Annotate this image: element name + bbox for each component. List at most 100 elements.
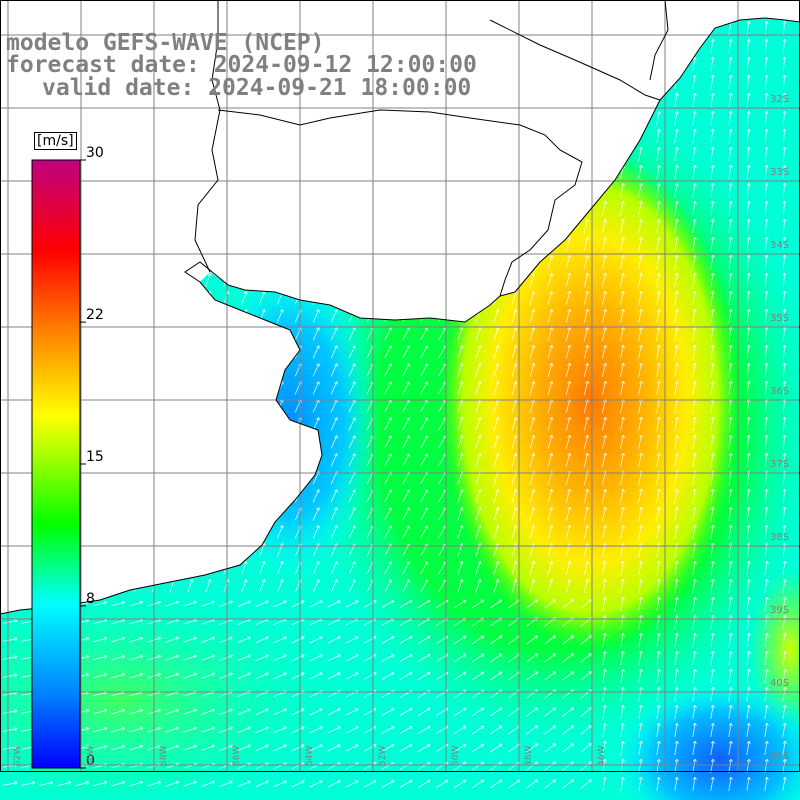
wind-arrow <box>457 453 464 467</box>
wind-arrow <box>728 200 733 215</box>
wind-arrow <box>490 779 503 789</box>
wind-arrow <box>728 488 733 503</box>
wind-arrow <box>291 708 305 716</box>
wind-arrow <box>3 727 18 732</box>
wind-arrow <box>493 560 500 575</box>
wind-arrow <box>547 381 554 395</box>
wind-arrow <box>782 272 787 288</box>
wind-arrow <box>201 780 215 787</box>
wind-arrow <box>674 236 679 251</box>
wind-arrow <box>187 579 194 593</box>
wind-arrow <box>656 704 661 719</box>
wind-arrow <box>583 272 590 287</box>
wind-arrow <box>384 435 392 449</box>
latitude-label: 39S <box>770 605 790 616</box>
wind-arrow <box>764 686 769 701</box>
wind-arrow <box>21 781 36 786</box>
wind-arrow <box>237 708 251 715</box>
wind-arrow <box>692 290 697 305</box>
wind-arrow <box>399 600 413 608</box>
wind-arrow <box>782 686 787 701</box>
wind-arrow <box>201 672 215 679</box>
wind-arrow <box>129 672 143 679</box>
wind-arrow <box>399 726 413 734</box>
wind-arrow <box>764 632 769 647</box>
wind-arrow <box>529 344 536 359</box>
wind-arrow <box>602 560 607 575</box>
wind-arrow <box>562 653 574 663</box>
wind-arrow <box>345 600 359 608</box>
wind-arrow <box>692 614 697 629</box>
wind-arrow <box>93 726 108 733</box>
wind-arrow <box>746 200 751 215</box>
wind-arrow <box>420 345 428 359</box>
latitude-label: 40S <box>770 678 790 689</box>
wind-arrow <box>620 506 625 521</box>
wind-arrow <box>255 744 269 752</box>
wind-arrow <box>656 668 661 683</box>
wind-arrow <box>475 327 482 341</box>
wind-arrow <box>656 524 661 539</box>
wind-arrow <box>417 779 431 788</box>
wind-arrow <box>111 708 125 715</box>
wind-arrow <box>728 254 733 269</box>
wind-arrow <box>402 435 410 449</box>
wind-arrow <box>692 128 697 143</box>
wind-arrow <box>493 380 500 395</box>
wind-arrow <box>547 489 554 503</box>
wind-arrow <box>453 761 467 771</box>
wind-arrow <box>638 722 643 737</box>
wind-arrow <box>674 560 679 575</box>
wind-arrow <box>475 507 482 521</box>
wind-arrow <box>547 453 554 467</box>
wind-arrow <box>384 561 392 575</box>
wind-arrow <box>674 524 679 539</box>
wind-arrow <box>493 416 500 431</box>
wind-arrow <box>583 452 590 467</box>
wind-arrow <box>183 636 197 643</box>
wind-arrow <box>728 614 733 629</box>
wind-arrow <box>327 708 341 716</box>
wind-arrow <box>710 128 715 143</box>
wind-arrow <box>782 218 787 234</box>
wind-arrow <box>511 488 518 503</box>
wind-arrow <box>602 362 607 377</box>
latitude-label: 37S <box>770 459 790 470</box>
wind-arrow <box>330 489 338 503</box>
wind-arrow <box>580 653 592 663</box>
wind-arrow <box>656 146 661 161</box>
wind-arrow <box>692 488 697 503</box>
wind-arrow <box>345 708 359 716</box>
wind-arrow <box>602 758 607 773</box>
wind-arrow <box>620 614 625 629</box>
wind-arrow <box>511 308 518 323</box>
wind-arrow <box>764 758 769 773</box>
wind-arrow <box>384 417 392 431</box>
wind-arrow <box>276 561 284 575</box>
wind-arrow <box>638 182 643 197</box>
wind-arrow <box>312 345 320 359</box>
wind-arrow <box>728 668 733 683</box>
wind-arrow <box>728 182 733 197</box>
wind-arrow <box>475 363 482 377</box>
wind-arrow <box>511 344 518 359</box>
wind-arrow <box>93 780 108 787</box>
wind-arrow <box>330 507 338 521</box>
wind-arrow <box>620 686 625 701</box>
wind-arrow <box>291 654 305 662</box>
wind-arrow <box>475 435 482 449</box>
wind-arrow <box>205 579 212 593</box>
wind-arrow <box>674 506 679 521</box>
wind-arrow <box>620 452 625 467</box>
wind-arrow <box>111 654 125 661</box>
wind-arrow <box>565 308 572 323</box>
wind-arrow <box>402 417 410 431</box>
wind-arrow <box>237 600 251 607</box>
wind-arrow <box>764 704 769 719</box>
wind-arrow <box>692 740 697 755</box>
colorbar-tick-label: 30 <box>86 145 104 161</box>
wind-arrow <box>656 344 661 359</box>
wind-arrow <box>692 272 697 287</box>
wind-arrow <box>728 290 733 305</box>
wind-arrow <box>674 668 679 683</box>
